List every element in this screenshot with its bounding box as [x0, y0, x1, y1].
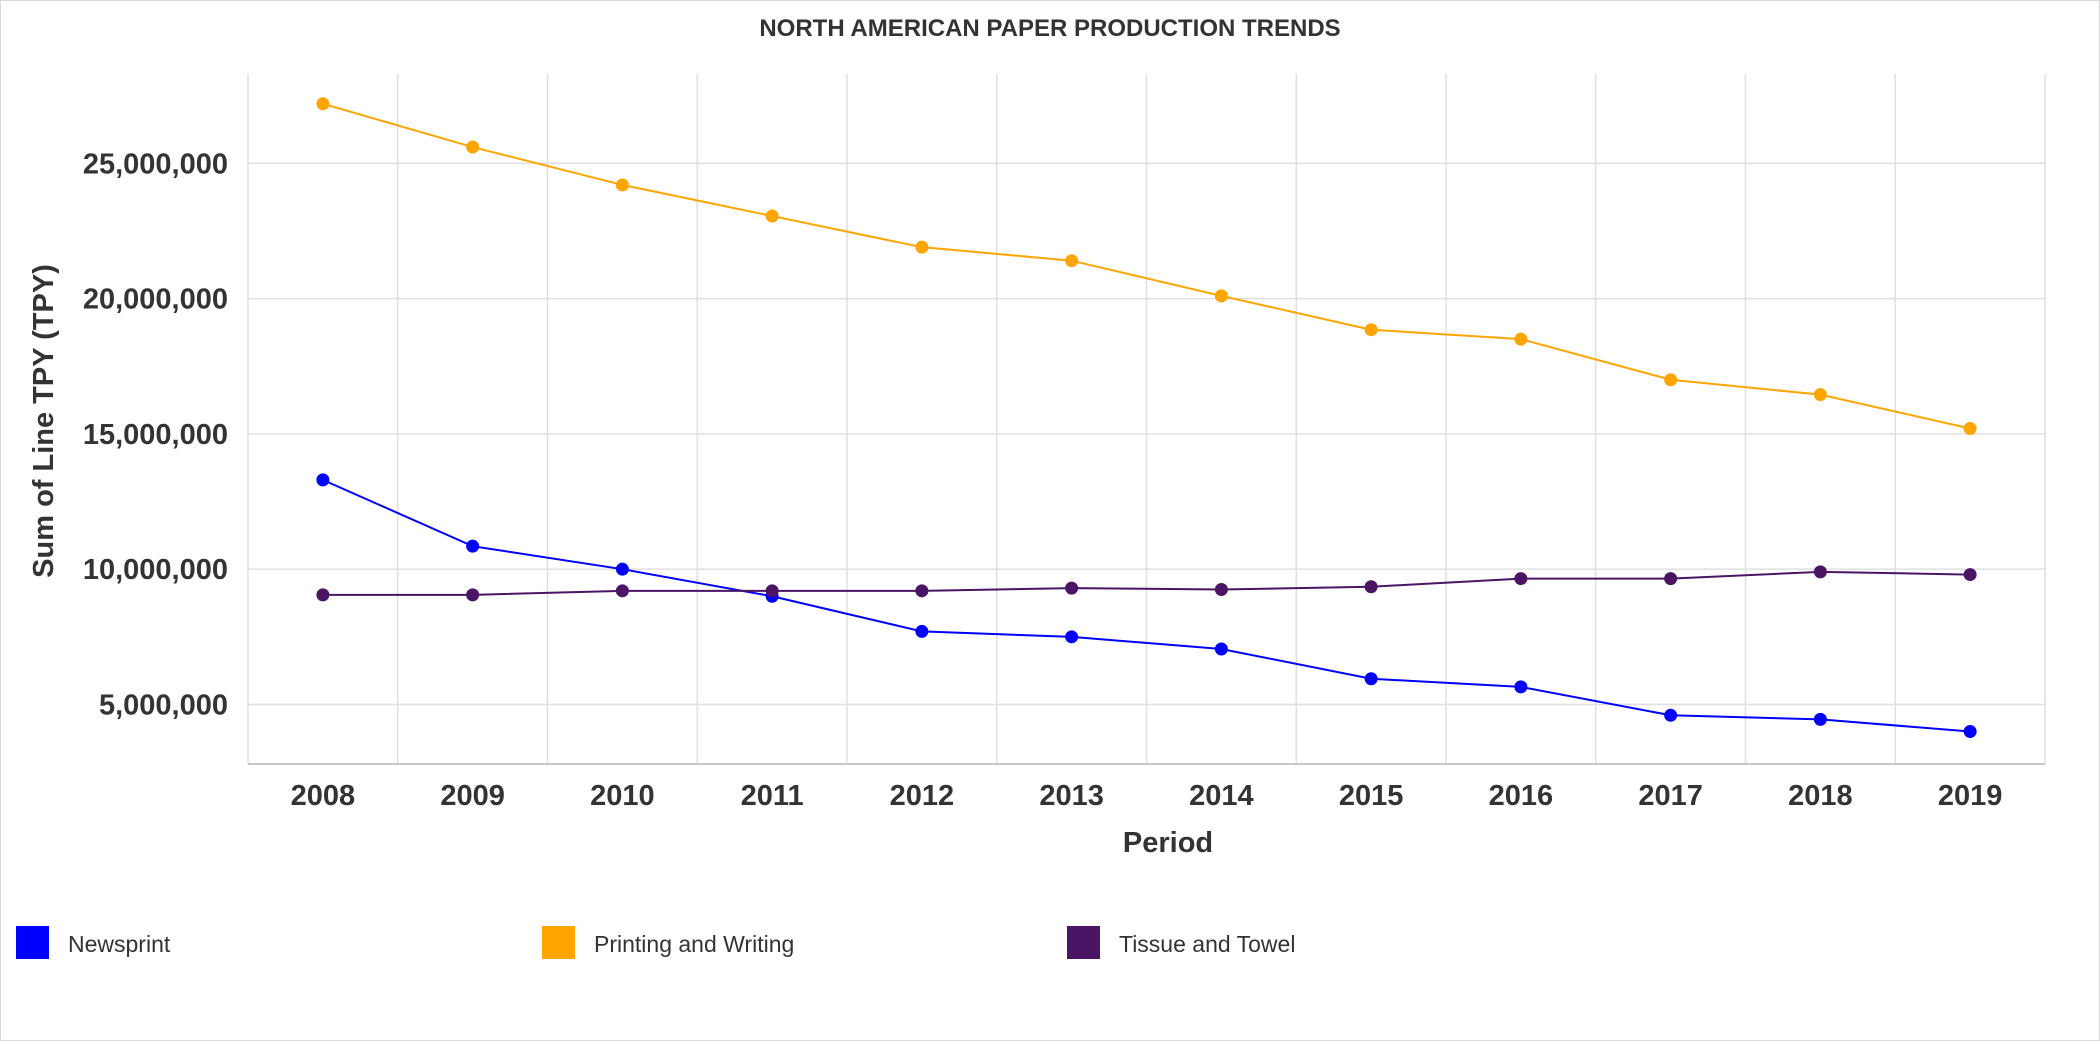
- data-point: [1514, 680, 1528, 694]
- series-newsprint: [316, 473, 1977, 739]
- y-tick-label: 25,000,000: [83, 148, 228, 180]
- data-point: [1514, 572, 1528, 586]
- series-printing-and-writing: [316, 97, 1977, 435]
- x-tick-label: 2008: [291, 780, 356, 812]
- legend-label: Printing and Writing: [594, 931, 794, 957]
- data-point: [1214, 642, 1228, 656]
- series-tissue-and-towel: [316, 565, 1977, 602]
- x-tick-label: 2019: [1938, 780, 2003, 812]
- series-line: [322, 102, 1971, 430]
- legend-item-newsprint: Newsprint: [16, 926, 171, 959]
- legend-item-tissue-and-towel: Tissue and Towel: [1067, 926, 1295, 959]
- x-tick-label: 2012: [890, 780, 955, 812]
- data-point: [316, 588, 330, 602]
- data-point: [615, 562, 629, 576]
- data-point: [1813, 712, 1827, 726]
- data-point: [1813, 388, 1827, 402]
- x-tick-label: 2015: [1339, 780, 1404, 812]
- x-tick-label: 2014: [1189, 780, 1254, 812]
- data-point: [1963, 421, 1977, 435]
- series-line: [322, 478, 1971, 733]
- data-point: [466, 539, 480, 553]
- data-point: [1364, 672, 1378, 686]
- x-tick-label: 2010: [590, 780, 655, 812]
- data-point: [1214, 582, 1228, 596]
- legend-swatch: [1067, 926, 1100, 959]
- y-tick-label: 5,000,000: [99, 689, 228, 721]
- data-point: [765, 584, 779, 598]
- data-point: [466, 588, 480, 602]
- y-tick-label: 15,000,000: [83, 419, 228, 451]
- data-point: [1514, 332, 1528, 346]
- data-point: [1065, 254, 1079, 268]
- x-axis-title: Period: [1123, 827, 1213, 859]
- data-point: [915, 624, 929, 638]
- data-point: [1364, 580, 1378, 594]
- legend-swatch: [542, 926, 575, 959]
- data-point: [915, 584, 929, 598]
- data-point: [1664, 572, 1678, 586]
- data-point: [1963, 568, 1977, 582]
- data-point: [1065, 581, 1079, 595]
- data-point: [1963, 725, 1977, 739]
- legend-label: Tissue and Towel: [1119, 931, 1295, 957]
- data-point: [316, 473, 330, 487]
- legend-label: Newsprint: [68, 931, 171, 957]
- y-tick-label: 10,000,000: [83, 554, 228, 586]
- grid: [247, 74, 2046, 764]
- data-point: [1813, 565, 1827, 579]
- data-point: [1065, 630, 1079, 644]
- axes: 5,000,000 10,000,000 15,000,000 20,000,000 2…: [83, 148, 2045, 812]
- data-point: [1664, 708, 1678, 722]
- data-point: [765, 209, 779, 223]
- data-point: [1364, 323, 1378, 337]
- data-point: [915, 240, 929, 254]
- data-point: [466, 140, 480, 154]
- data-point: [1214, 289, 1228, 303]
- legend-item-printing-and-writing: Printing and Writing: [542, 926, 794, 959]
- chart-title: NORTH AMERICAN PAPER PRODUCTION TRENDS: [759, 15, 1340, 42]
- y-tick-label: 20,000,000: [83, 284, 228, 316]
- x-tick-label: 2011: [741, 780, 804, 812]
- y-axis-title: Sum of Line TPY (TPY): [28, 264, 60, 578]
- x-tick-label: 2013: [1039, 780, 1104, 812]
- x-tick-label: 2018: [1788, 780, 1853, 812]
- x-tick-label: 2016: [1489, 780, 1554, 812]
- legend: Newsprint Printing and Writing Tissue and …: [16, 926, 1295, 959]
- data-point: [1664, 373, 1678, 387]
- data-point: [316, 97, 330, 111]
- data-point: [615, 178, 629, 192]
- legend-swatch: [16, 926, 49, 959]
- x-tick-label: 2017: [1638, 780, 1703, 812]
- series-line: [322, 570, 1971, 596]
- x-tick-label: 2009: [440, 780, 505, 812]
- series-layer: [316, 97, 1977, 739]
- data-point: [615, 584, 629, 598]
